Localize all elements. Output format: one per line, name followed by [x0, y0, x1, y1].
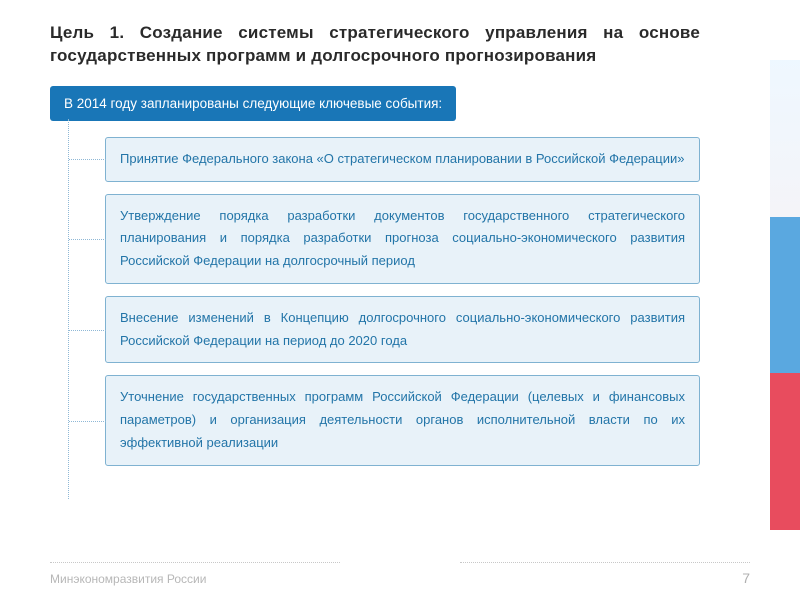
- connector-vertical: [68, 119, 69, 499]
- slide-footer: Минэкономразвития России 7: [50, 570, 750, 586]
- slide-title: Цель 1. Создание системы стратегического…: [50, 22, 700, 68]
- events-header: В 2014 году запланированы следующие ключ…: [50, 86, 456, 121]
- flag-white-stripe: [770, 60, 800, 217]
- flag-blue-stripe: [770, 217, 800, 374]
- event-item: Утверждение порядка разработки документо…: [105, 194, 700, 284]
- event-item: Внесение изменений в Концепцию долгосроч…: [105, 296, 700, 364]
- slide-content: Цель 1. Создание системы стратегического…: [0, 0, 760, 466]
- event-item: Принятие Федерального закона «О стратеги…: [105, 137, 700, 182]
- page-number: 7: [742, 570, 750, 586]
- flag-red-stripe: [770, 373, 800, 530]
- footer-org: Минэкономразвития России: [50, 572, 206, 586]
- events-list: Принятие Федерального закона «О стратеги…: [105, 137, 700, 466]
- event-item: Уточнение государственных программ Росси…: [105, 375, 700, 465]
- flag-stripe: [770, 60, 800, 530]
